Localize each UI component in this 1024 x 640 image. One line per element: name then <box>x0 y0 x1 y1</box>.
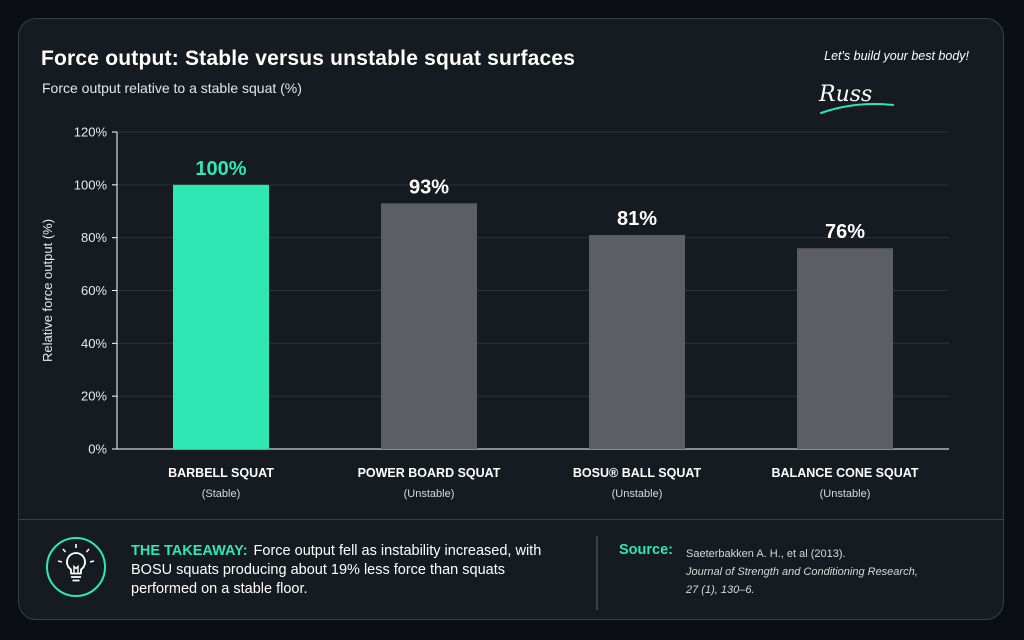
bar-chart: 0% 20% 40% 60% 80% 100% 120% Relative force out… <box>40 125 949 500</box>
x-category-label: BOSU® BALL SQUAT <box>573 466 702 480</box>
y-tick-label: 20% <box>81 389 107 404</box>
lightbulb-icon <box>46 537 106 597</box>
y-tick-label: 80% <box>81 230 107 245</box>
brand-tagline: Let's build your best body! <box>824 49 969 63</box>
x-category-label: POWER BOARD SQUAT <box>358 466 501 480</box>
y-tick-label: 100% <box>74 177 108 192</box>
takeaway-label: THE TAKEAWAY: <box>131 543 248 559</box>
takeaway-text-block: THE TAKEAWAY: Force output fell as instab… <box>131 542 571 599</box>
brand-signature-logo: Russ <box>818 82 894 114</box>
bar-value-label: 76% <box>825 221 865 243</box>
page-title: Force output: Stable versus unstable squ… <box>41 47 576 70</box>
bar <box>589 235 685 449</box>
x-category-sublabel: (Unstable) <box>612 488 663 500</box>
takeaway-footer: THE TAKEAWAY: Force output fell as instab… <box>19 519 1003 619</box>
bar <box>797 248 893 449</box>
bar-value-label: 81% <box>617 208 657 230</box>
source-journal: Journal of Strength and Conditioning Res… <box>686 566 918 578</box>
source-authors: Saeterbakken A. H., et al (2013). <box>686 548 846 560</box>
source-citation: Saeterbakken A. H., et al (2013). Journa… <box>686 545 986 599</box>
x-category-sublabel: (Stable) <box>202 488 241 500</box>
y-tick-label: 60% <box>81 283 107 298</box>
bar-value-label: 100% <box>195 158 246 180</box>
bar <box>381 203 477 449</box>
x-category-sublabel: (Unstable) <box>820 488 871 500</box>
takeaway-body: Force output fell as instability increas… <box>131 543 542 597</box>
footer-divider <box>596 536 598 610</box>
page-subtitle: Force output relative to a stable squat … <box>42 80 302 96</box>
bar <box>173 184 269 450</box>
y-tick-label: 120% <box>74 125 108 140</box>
infographic-card: Force output: Stable versus unstable squ… <box>18 18 1004 620</box>
y-tick-label: 40% <box>81 336 107 351</box>
x-category-sublabel: (Unstable) <box>404 488 455 500</box>
x-category-label: BARBELL SQUAT <box>168 466 274 480</box>
source-issue: 27 (1), 130–6. <box>686 584 755 596</box>
x-category-label: BALANCE CONE SQUAT <box>772 466 919 480</box>
source-label: Source: <box>619 542 673 558</box>
y-tick-label: 0% <box>88 442 107 457</box>
bar-value-label: 93% <box>409 176 449 198</box>
brand-signature-text: Russ <box>818 82 872 107</box>
y-axis-label: Relative force output (%) <box>40 219 55 362</box>
